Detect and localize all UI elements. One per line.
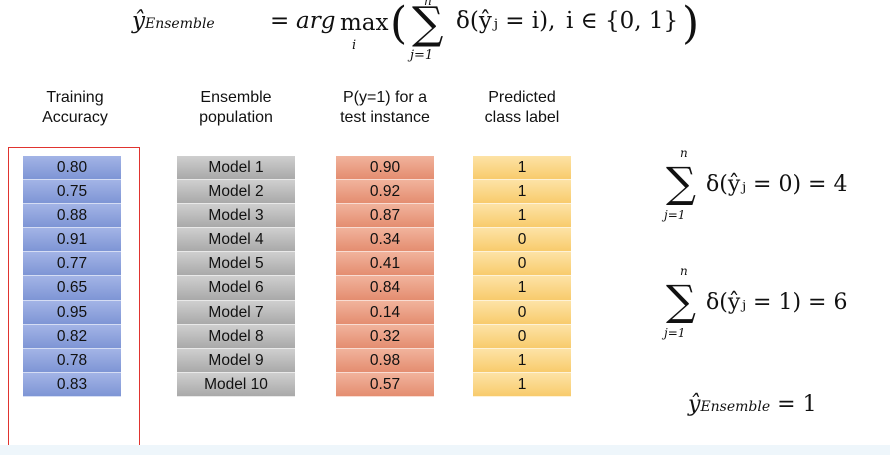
- formula-max-subscript: i: [352, 38, 357, 53]
- label-cell: 0: [473, 300, 571, 325]
- formula-sigma-lower: j=1: [410, 48, 434, 63]
- accuracy-cell: 0.75: [23, 180, 121, 205]
- result-subscript: Ensemble: [700, 399, 771, 415]
- header-ensemble-population: Ensemble population: [171, 88, 301, 128]
- probability-cell: 0.98: [336, 348, 434, 373]
- model-cell: Model 7: [177, 300, 295, 325]
- accuracy-cell: 0.77: [23, 252, 121, 277]
- label-cell: 1: [473, 156, 571, 181]
- accuracy-cell: 0.95: [23, 300, 121, 325]
- label-cell: 1: [473, 372, 571, 397]
- formula-left-paren: (: [390, 0, 408, 49]
- model-cell: Model 2: [177, 180, 295, 205]
- label-cell: 1: [473, 276, 571, 301]
- model-cell: Model 6: [177, 276, 295, 301]
- probability-cell: 0.92: [336, 180, 434, 205]
- sum-lower-limit: j=1: [664, 326, 686, 340]
- accuracy-cell: 0.88: [23, 204, 121, 229]
- accuracy-cell: 0.78: [23, 348, 121, 373]
- model-cell: Model 5: [177, 252, 295, 277]
- model-cell: Model 9: [177, 348, 295, 373]
- training-accuracy-column: 0.80 0.75 0.88 0.91 0.77 0.65 0.95 0.82 …: [23, 156, 121, 397]
- probability-cell: 0.14: [336, 300, 434, 325]
- header-line: P(y=1) for a: [342, 89, 428, 106]
- sum-lower-limit: j=1: [664, 208, 686, 222]
- vote-expression: δ(ŷⱼ = 1) = 6: [706, 290, 848, 315]
- label-cell: 0: [473, 252, 571, 277]
- header-line: Training: [46, 89, 104, 106]
- probability-cell: 0.41: [336, 252, 434, 277]
- header-line: Ensemble: [200, 89, 272, 106]
- result-value: = 1: [777, 392, 817, 417]
- ensemble-result: ŷEnsemble = 1: [688, 392, 817, 417]
- ensemble-formula: ŷEnsemble = arg max i ( n ∑ j=1 δ(ŷⱼ = i…: [120, 0, 760, 66]
- vote-count-class-1: n ∑ j=1 δ(ŷⱼ = 1) = 6: [662, 264, 882, 350]
- model-cell: Model 3: [177, 204, 295, 229]
- ensemble-population-column: Model 1 Model 2 Model 3 Model 4 Model 5 …: [177, 156, 295, 397]
- accuracy-cell: 0.80: [23, 156, 121, 181]
- model-cell: Model 1: [177, 156, 295, 181]
- result-var: ŷ: [688, 392, 701, 417]
- accuracy-cell: 0.91: [23, 228, 121, 253]
- header-line: Predicted: [488, 89, 556, 106]
- formula-equals: =: [270, 8, 290, 34]
- model-cell: Model 10: [177, 372, 295, 397]
- formula-max: max: [340, 10, 389, 36]
- accuracy-cell: 0.82: [23, 324, 121, 349]
- sum-symbol: ∑: [666, 158, 696, 207]
- formula-domain: i ∈ {0, 1}: [566, 8, 679, 34]
- vote-expression: δ(ŷⱼ = 0) = 4: [706, 172, 848, 197]
- formula-body: δ(ŷⱼ = i),: [456, 8, 556, 34]
- formula-arg: arg: [296, 8, 336, 34]
- sum-upper-limit: n: [680, 146, 688, 160]
- sum-upper-limit: n: [680, 264, 688, 278]
- header-training-accuracy: Training Accuracy: [10, 88, 140, 128]
- probability-cell: 0.32: [336, 324, 434, 349]
- probability-cell: 0.90: [336, 156, 434, 181]
- label-cell: 1: [473, 180, 571, 205]
- accuracy-cell: 0.65: [23, 276, 121, 301]
- label-cell: 1: [473, 348, 571, 373]
- label-cell: 0: [473, 228, 571, 253]
- accuracy-cell: 0.83: [23, 372, 121, 397]
- header-line: Accuracy: [42, 109, 108, 126]
- probability-cell: 0.34: [336, 228, 434, 253]
- probability-column: 0.90 0.92 0.87 0.34 0.41 0.84 0.14 0.32 …: [336, 156, 434, 397]
- model-cell: Model 8: [177, 324, 295, 349]
- header-probability: P(y=1) for a test instance: [320, 88, 450, 128]
- header-line: test instance: [340, 109, 430, 126]
- formula-sigma: ∑: [412, 0, 444, 49]
- bottom-band: [0, 445, 890, 455]
- vote-count-class-0: n ∑ j=1 δ(ŷⱼ = 0) = 4: [662, 146, 882, 232]
- label-cell: 1: [473, 204, 571, 229]
- header-line: class label: [484, 109, 560, 126]
- sum-symbol: ∑: [666, 276, 696, 325]
- predicted-label-column: 1 1 1 0 0 1 0 0 1 1: [473, 156, 571, 397]
- model-cell: Model 4: [177, 228, 295, 253]
- header-predicted-label: Predicted class label: [457, 88, 587, 128]
- label-cell: 0: [473, 324, 571, 349]
- header-line: population: [199, 109, 273, 126]
- probability-cell: 0.84: [336, 276, 434, 301]
- formula-right-paren: ): [682, 0, 700, 49]
- formula-sigma-upper: n: [424, 0, 432, 8]
- probability-cell: 0.87: [336, 204, 434, 229]
- probability-cell: 0.57: [336, 372, 434, 397]
- formula-lhs: ŷEnsemble: [132, 8, 215, 34]
